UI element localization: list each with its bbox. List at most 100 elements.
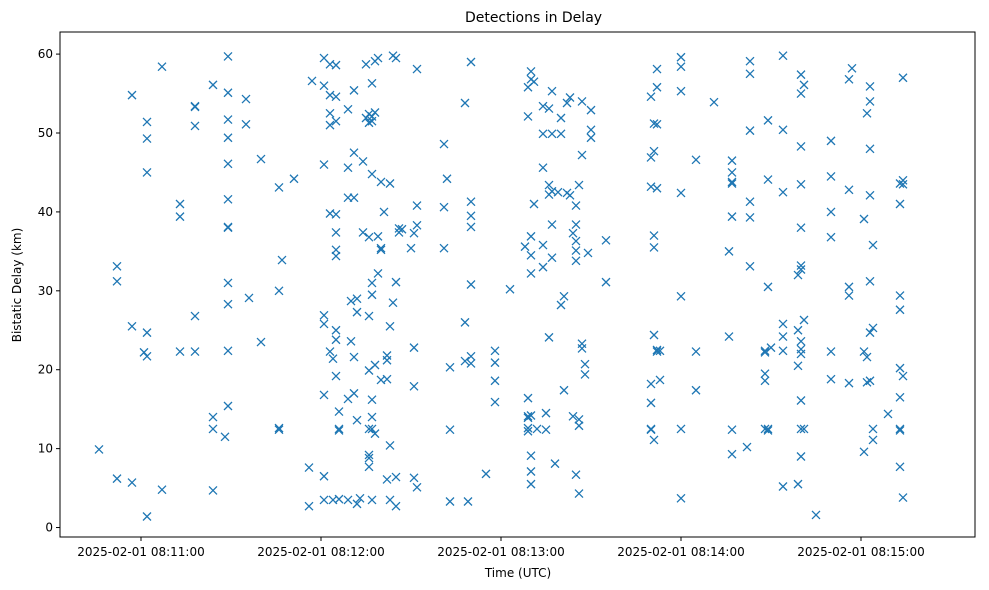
data-point <box>796 89 806 99</box>
data-point <box>139 347 149 357</box>
data-point <box>649 146 659 156</box>
data-point <box>796 261 806 271</box>
data-point <box>559 385 569 395</box>
data-point <box>142 117 152 127</box>
data-point <box>676 291 686 301</box>
data-point <box>190 102 200 112</box>
data-point <box>367 290 377 300</box>
data-point <box>745 69 755 79</box>
data-point <box>709 97 719 107</box>
data-point <box>223 223 233 233</box>
y-axis-ticks: 0 10 20 30 40 50 60 <box>38 47 60 535</box>
data-point <box>208 485 218 495</box>
data-point <box>274 286 284 296</box>
data-point <box>391 501 401 511</box>
data-point <box>277 255 287 265</box>
data-point <box>556 300 566 310</box>
data-point <box>439 202 449 212</box>
data-point <box>778 187 788 197</box>
data-point <box>865 328 875 338</box>
data-point <box>895 291 905 301</box>
data-point <box>574 489 584 499</box>
data-point <box>586 125 596 135</box>
data-point <box>406 243 416 253</box>
data-point <box>349 85 359 95</box>
data-point <box>895 363 905 373</box>
plot-area <box>94 51 908 521</box>
data-point <box>274 425 284 435</box>
data-point <box>532 424 542 434</box>
data-point <box>439 243 449 253</box>
data-point <box>586 105 596 115</box>
data-point <box>895 305 905 315</box>
data-point <box>175 347 185 357</box>
data-point <box>190 311 200 321</box>
data-point <box>652 183 662 193</box>
data-point <box>358 156 368 166</box>
data-point <box>799 80 809 90</box>
data-point <box>547 129 557 139</box>
data-point <box>388 298 398 308</box>
data-point <box>862 108 872 118</box>
y-tick-label: 60 <box>38 47 53 61</box>
data-point <box>490 358 500 368</box>
data-point <box>868 240 878 250</box>
data-point <box>652 119 662 129</box>
data-point <box>883 409 893 419</box>
data-point <box>778 482 788 491</box>
data-point <box>568 411 578 421</box>
data-point <box>397 224 407 234</box>
data-point <box>724 246 734 256</box>
data-point <box>157 485 167 495</box>
data-point <box>352 415 362 425</box>
data-point <box>766 343 776 353</box>
data-point <box>859 347 869 357</box>
x-axis-label: Time (UTC) <box>484 566 551 580</box>
data-point <box>586 133 596 143</box>
data-point <box>583 248 593 258</box>
data-point <box>778 346 788 356</box>
data-point <box>367 495 377 505</box>
data-point <box>391 277 401 287</box>
data-point <box>556 129 566 139</box>
data-point <box>565 93 575 102</box>
data-point <box>523 393 533 403</box>
data-point <box>655 375 665 385</box>
data-point <box>649 242 659 252</box>
data-point <box>793 479 803 489</box>
data-point <box>862 352 872 362</box>
y-tick-label: 50 <box>38 126 53 140</box>
data-point <box>505 284 515 294</box>
data-point <box>538 101 548 111</box>
plot-frame <box>59 31 976 538</box>
data-point <box>868 323 878 333</box>
data-point <box>895 199 905 209</box>
data-point <box>358 227 368 237</box>
data-point <box>727 449 737 459</box>
data-points <box>94 51 908 521</box>
data-point <box>331 245 341 255</box>
data-point <box>745 56 755 66</box>
data-point <box>334 426 344 435</box>
data-point <box>529 199 539 209</box>
data-point <box>793 361 803 371</box>
data-point <box>538 262 548 272</box>
data-point <box>538 163 548 173</box>
data-point <box>556 113 566 123</box>
data-point <box>127 90 137 100</box>
data-point <box>466 222 476 232</box>
data-point <box>361 59 371 69</box>
data-point <box>343 163 353 173</box>
data-point <box>577 96 587 106</box>
data-point <box>319 310 329 320</box>
data-point <box>727 156 737 166</box>
data-point <box>409 381 419 391</box>
data-point <box>346 296 356 306</box>
data-point <box>895 426 905 435</box>
data-point <box>844 291 854 301</box>
data-point <box>577 150 587 160</box>
data-point <box>445 497 455 506</box>
data-point <box>865 190 875 200</box>
data-point <box>409 473 419 483</box>
data-point <box>745 261 755 271</box>
